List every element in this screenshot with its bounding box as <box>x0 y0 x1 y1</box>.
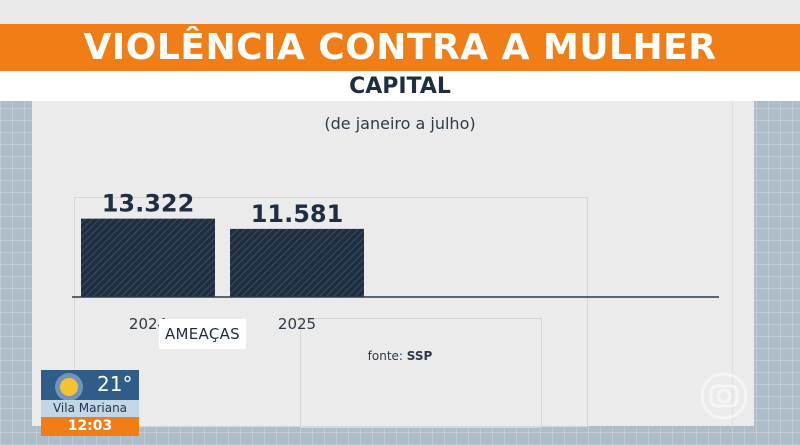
temperature: 21° <box>97 372 133 396</box>
subtitle-bar: CAPITAL <box>0 71 800 101</box>
time-label: 12:03 <box>41 417 139 436</box>
bar-value-label: 13.322 <box>102 190 195 218</box>
metric-badge: AMEAÇAS <box>159 319 246 349</box>
tv-globo-watermark-icon <box>700 372 748 420</box>
location-label: Vila Mariana <box>41 400 139 417</box>
bar-2025 <box>230 228 364 297</box>
bar-2024 <box>81 218 215 297</box>
bar-value-label: 11.581 <box>251 200 344 228</box>
sun-icon <box>55 373 83 401</box>
title-bar: VIOLÊNCIA CONTRA A MULHER <box>0 24 800 71</box>
source-name: SSP <box>406 349 433 363</box>
page-subtitle: CAPITAL <box>349 73 451 99</box>
page-title: VIOLÊNCIA CONTRA A MULHER <box>83 27 717 68</box>
source-prefix: fonte: <box>367 349 403 363</box>
chart-note: (de janeiro a julho) <box>324 114 476 133</box>
source-label: fonte: SSP <box>300 349 500 363</box>
top-band <box>0 0 800 24</box>
x-tick-label: 2025 <box>277 315 317 333</box>
weather-widget: 21° Vila Mariana 12:03 <box>41 370 139 436</box>
x-tick-label: 2024 <box>128 315 168 333</box>
